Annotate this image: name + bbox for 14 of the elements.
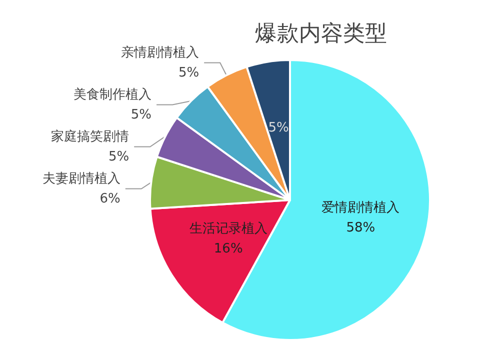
slice-label: 爱情剧情植入: [322, 200, 400, 216]
data-label: 5%: [178, 65, 200, 80]
slice-label: 生活记录植入: [189, 222, 268, 237]
data-label: 16%: [214, 242, 243, 257]
chart-title: 爆款内容类型: [255, 22, 387, 46]
data-label: 6%: [100, 191, 120, 206]
data-label: 5%: [130, 107, 152, 122]
slice-label: 美食制作植入: [74, 86, 152, 102]
data-label: 5%: [268, 120, 289, 136]
data-label: 5%: [108, 149, 130, 164]
slice-label: 亲情剧情植入: [121, 45, 200, 60]
data-label: 58%: [346, 220, 376, 236]
slice-label: 家庭搞笑剧情: [51, 128, 130, 144]
slice-label: 夫妻剧情植入: [42, 171, 120, 186]
